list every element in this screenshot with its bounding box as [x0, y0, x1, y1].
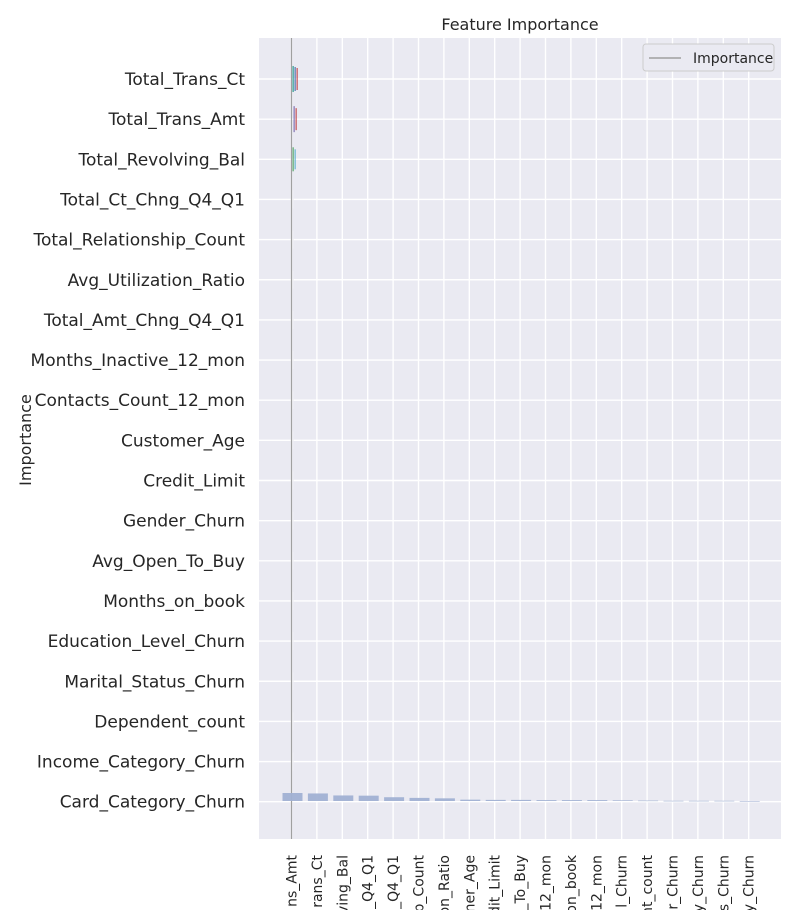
y-tick-label: Months_on_book	[103, 592, 245, 612]
legend-box	[642, 43, 775, 72]
importance-bar	[460, 799, 481, 801]
importance-bar	[688, 800, 709, 802]
series-mark	[292, 270, 294, 289]
series-mark	[292, 672, 294, 691]
series-mark	[292, 66, 294, 92]
y-axis-label: Importance	[16, 394, 35, 486]
series-mark	[292, 351, 294, 370]
importance-bar	[587, 800, 608, 801]
x-tick-label: ns_Amt	[285, 854, 301, 906]
series-mark	[294, 67, 296, 91]
importance-bar	[333, 795, 354, 801]
importance-bar	[638, 800, 659, 802]
importance-bar	[561, 800, 582, 801]
y-tick-label: Marital_Status_Churn	[64, 672, 245, 692]
y-tick-label: Customer_Age	[121, 431, 245, 451]
y-tick-label: Education_Level_Churn	[48, 632, 245, 652]
x-tick-label: r_Churn	[666, 855, 682, 910]
importance-bar	[282, 793, 303, 801]
x-tick-label: s_Churn	[716, 855, 732, 910]
importance-bar	[739, 801, 760, 802]
series-mark	[292, 310, 294, 329]
series-mark	[293, 106, 295, 133]
x-tick-label: _Q4_Q1	[361, 855, 377, 910]
x-tick-label: l_Churn	[615, 855, 631, 908]
importance-bar	[358, 795, 379, 801]
y-tick-label: Total_Trans_Amt	[108, 110, 246, 130]
x-tick-label: on_book	[564, 854, 580, 910]
x-tick-label: nt_count	[640, 855, 656, 910]
series-mark	[292, 551, 294, 570]
x-tick-label: rans_Ct	[310, 855, 326, 908]
x-tick-label: p_Count	[412, 854, 428, 910]
importance-bar	[663, 800, 684, 802]
series-mark	[292, 632, 294, 651]
y-tick-label: Months_Inactive_12_mon	[31, 351, 245, 371]
y-tick-label: Avg_Utilization_Ratio	[68, 271, 245, 291]
y-tick-label: Total_Revolving_Bal	[77, 150, 245, 170]
x-tick-label: ving_Bal	[335, 855, 351, 910]
x-tick-label: on_Ratio	[437, 855, 453, 910]
y-tick-label: Income_Category_Churn	[37, 753, 245, 773]
importance-bar	[536, 800, 557, 801]
x-tick-label: y_Churn	[742, 855, 758, 910]
series-mark	[295, 108, 297, 131]
x-tick-label: _To_Buy	[513, 855, 529, 910]
y-tick-label: Gender_Churn	[123, 512, 245, 532]
y-tick-label: Contacts_Count_12_mon	[35, 391, 245, 411]
importance-bar	[714, 800, 735, 802]
x-tick-label: 12_mon	[539, 855, 555, 910]
series-mark	[292, 190, 294, 209]
importance-bar	[307, 793, 328, 801]
legend-label: Importance	[693, 51, 773, 67]
series-mark	[292, 431, 294, 450]
series-mark	[292, 712, 294, 731]
importance-bar	[612, 800, 633, 801]
series-mark	[292, 230, 294, 249]
x-tick-label: 12_mon	[589, 855, 605, 910]
x-tick-label: ner_Age	[462, 855, 478, 910]
importance-bar	[409, 797, 430, 801]
importance-bar	[384, 797, 405, 801]
x-tick-label: dit_Limit	[488, 855, 504, 910]
series-mark	[296, 68, 298, 90]
y-tick-label: Total_Amt_Chng_Q4_Q1	[43, 311, 245, 331]
importance-bar	[511, 799, 532, 801]
series-mark	[294, 149, 296, 170]
x-tick-label: _Q4_Q1	[386, 855, 402, 910]
importance-bar	[434, 798, 455, 801]
series-mark	[292, 147, 294, 172]
chart-title: Feature Importance	[441, 15, 598, 34]
series-mark	[292, 511, 294, 530]
y-tick-label: Dependent_count	[94, 712, 245, 732]
x-tick-label: y_Churn	[691, 855, 707, 910]
y-tick-label: Total_Ct_Chng_Q4_Q1	[59, 190, 245, 210]
y-tick-label: Card_Category_Churn	[60, 793, 245, 813]
series-mark	[292, 591, 294, 610]
y-tick-label: Total_Trans_Ct	[124, 70, 245, 90]
importance-bar	[485, 799, 506, 801]
series-mark	[292, 391, 294, 410]
series-mark	[292, 752, 294, 771]
series-mark	[292, 471, 294, 490]
y-tick-label: Avg_Open_To_Buy	[92, 552, 245, 572]
y-tick-label: Total_Relationship_Count	[32, 231, 245, 251]
y-tick-label: Credit_Limit	[143, 472, 245, 492]
